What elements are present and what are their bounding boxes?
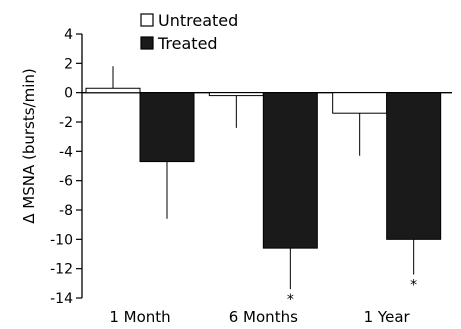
legend-label-untreated: Untreated: [158, 11, 238, 30]
legend-swatch-treated: [140, 36, 154, 50]
y-axis: 4 2 0 -2 -4 -6 -8 -10 -12 -14: [50, 27, 83, 307]
bar-treated: [386, 92, 442, 240]
y-tick-label: 0: [64, 86, 73, 102]
category-label: 6 Months: [229, 308, 298, 326]
category-labels: 1 Month 6 Months 1 Year: [109, 308, 410, 326]
y-tick-label: 2: [64, 56, 73, 72]
y-tick-label: -4: [59, 144, 73, 160]
bars: [85, 87, 442, 249]
y-tick-label: 4: [64, 27, 73, 43]
y-tick-label: -10: [50, 232, 73, 248]
bar-treated: [139, 92, 195, 163]
legend-swatch-untreated: [140, 13, 154, 27]
y-tick-label: -14: [50, 291, 73, 307]
y-tick-label: -6: [59, 174, 73, 190]
significance-marker: *: [287, 292, 294, 308]
bar-untreated: [85, 87, 141, 94]
y-tick-label: -12: [50, 262, 73, 278]
bar-untreated: [332, 92, 388, 114]
significance-marker: *: [410, 278, 417, 294]
y-axis-label: Δ MSNA (bursts/min): [20, 68, 38, 224]
category-label: 1 Month: [109, 308, 170, 326]
y-tick-label: -8: [59, 203, 73, 219]
category-label: 1 Year: [364, 308, 411, 326]
error-bars: [112, 66, 415, 290]
bar-untreated: [208, 92, 264, 97]
y-tick-label: -2: [59, 115, 73, 131]
legend: Untreated Treated: [140, 11, 238, 53]
bar-treated: [262, 92, 318, 249]
significance-markers: **: [287, 278, 417, 309]
legend-label-treated: Treated: [157, 34, 218, 53]
